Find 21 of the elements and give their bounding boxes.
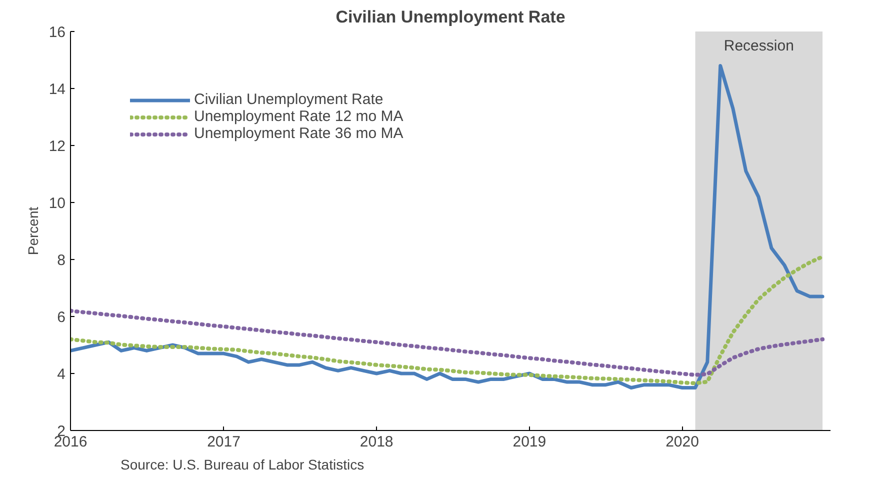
y-tick-label: 4	[57, 366, 66, 383]
legend-label: Civilian Unemployment Rate	[194, 91, 384, 108]
y-tick-label: 14	[48, 81, 66, 98]
legend-label: Unemployment Rate 36 mo MA	[194, 125, 404, 142]
line-series	[70, 308, 825, 377]
x-tick-label: 2019	[512, 434, 546, 450]
x-tick-label: 2017	[207, 434, 240, 450]
x-tick-label: 2020	[666, 434, 699, 450]
x-tick-label: 2018	[360, 434, 394, 450]
y-tick-label: 8	[57, 252, 66, 269]
legend-label: Unemployment Rate 12 mo MA	[194, 108, 404, 125]
band-label: Recession	[724, 38, 794, 54]
y-tick-label: 6	[57, 309, 66, 326]
line-series	[70, 254, 825, 386]
chart-title: Civilian Unemployment Rate	[336, 8, 566, 26]
y-axis-title: Percent	[24, 206, 41, 256]
y-tick-label: 16	[48, 24, 66, 41]
y-tick-label: 12	[48, 138, 66, 155]
source-note: Source: U.S. Bureau of Labor Statistics	[120, 456, 364, 472]
line-series	[70, 64, 824, 390]
y-tick-label: 10	[48, 195, 66, 212]
